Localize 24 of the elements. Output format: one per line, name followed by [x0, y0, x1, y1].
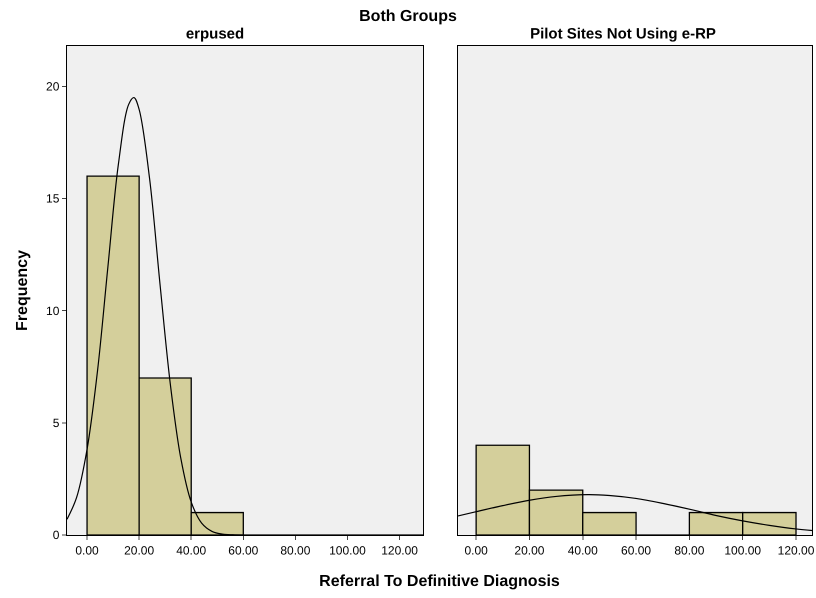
x-axis-title: Referral To Definitive Diagnosis: [318, 573, 561, 591]
x-tick-label: 100.00: [724, 544, 762, 558]
x-tick-label: 0.00: [464, 544, 488, 558]
x-tick-label: 60.00: [621, 544, 652, 558]
chart-title: erpused: [186, 26, 244, 42]
x-tick-label: 0.00: [75, 544, 100, 558]
y-tick-label: 0: [52, 528, 60, 542]
x-tick-label: 40.00: [176, 544, 207, 558]
x-tick-label: 100.00: [329, 544, 366, 558]
x-tick-label: 120.00: [381, 544, 418, 558]
y-tick-label: 5: [52, 416, 60, 430]
y-tick-label: 10: [46, 304, 60, 318]
x-tick-label: 20.00: [124, 544, 154, 558]
y-axis-title: Frequency: [14, 250, 32, 331]
y-tick-label: 20: [46, 80, 60, 94]
x-tick-label: 20.00: [514, 544, 545, 558]
x-tick-label: 80.00: [674, 544, 705, 558]
text: Both Groups: [358, 8, 458, 26]
y-tick-label: 15: [46, 192, 60, 206]
chart-title: Pilot Sites Not Using e-RP: [530, 26, 716, 42]
x-tick-label: 120.00: [778, 544, 815, 558]
x-tick-label: 40.00: [568, 544, 598, 558]
x-tick-label: 60.00: [228, 544, 259, 558]
x-tick-label: 80.00: [280, 544, 311, 558]
